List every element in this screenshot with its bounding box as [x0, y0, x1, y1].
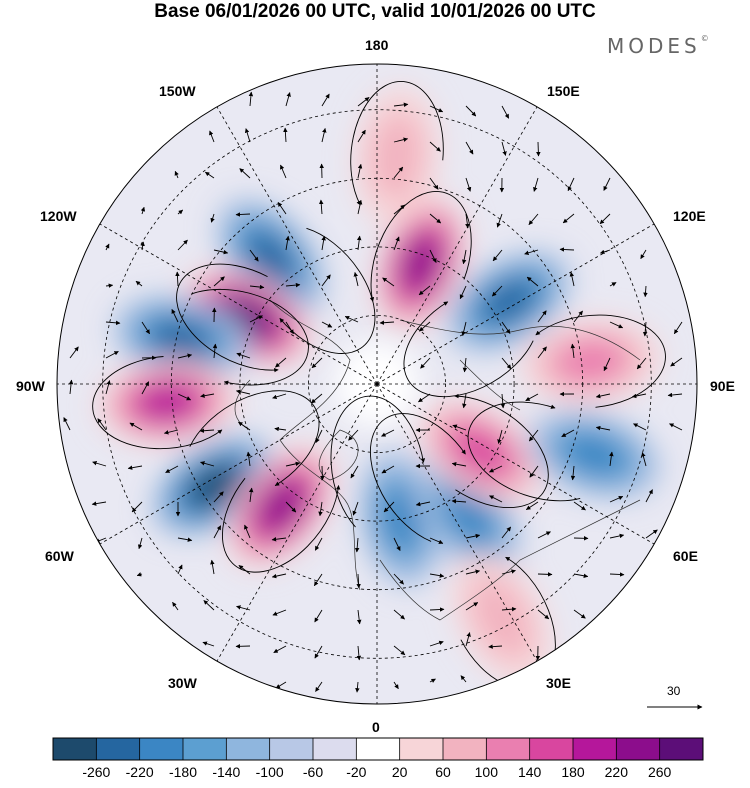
wind-vector	[538, 142, 539, 156]
colorbar-tick-label: -180	[169, 764, 197, 780]
lon-label-60e: 60E	[673, 548, 698, 564]
colorbar-tick-label: -260	[82, 764, 110, 780]
colorbar-tick-label: -20	[346, 764, 366, 780]
lon-label-60w: 60W	[45, 548, 74, 564]
lon-label-90e: 90E	[710, 378, 735, 394]
lon-label-30w: 30W	[168, 675, 197, 691]
colorbar-tick-label: -60	[303, 764, 323, 780]
colorbar-swatch	[400, 738, 444, 760]
colorbar-swatch	[140, 738, 184, 760]
colorbar-swatch	[226, 738, 270, 760]
colorbar-swatch	[313, 738, 357, 760]
colorbar-swatch	[53, 738, 97, 760]
colorbar-swatch	[183, 738, 227, 760]
colorbar-swatch	[443, 738, 487, 760]
wind-vector	[322, 466, 323, 480]
lon-label-150w: 150W	[159, 83, 196, 99]
lon-label-150e: 150E	[547, 83, 580, 99]
colorbar-swatch	[356, 738, 400, 760]
colorbar-tick-label: -140	[212, 764, 240, 780]
colorbar-swatch	[616, 738, 660, 760]
colorbar-tick-label: 140	[518, 764, 541, 780]
colorbar-tick-label: 100	[475, 764, 498, 780]
colorbar-tick-label: 180	[561, 764, 584, 780]
lon-label-180: 180	[365, 37, 388, 53]
colorbar-swatch	[573, 738, 617, 760]
colorbar-tick-label: -220	[126, 764, 154, 780]
colorbar-tick-label: 260	[648, 764, 671, 780]
lon-label-90w: 90W	[16, 378, 45, 394]
colorbar-tick-label: -100	[256, 764, 284, 780]
colorbar-tick-label: 60	[435, 764, 451, 780]
lon-label-0: 0	[372, 719, 380, 735]
wind-vector	[538, 574, 552, 575]
colorbar	[53, 738, 704, 760]
lon-label-120w: 120W	[40, 208, 77, 224]
colorbar-swatch	[486, 738, 530, 760]
colorbar-tick-label: 220	[605, 764, 628, 780]
colorbar-swatch	[660, 738, 704, 760]
lon-label-120e: 120E	[673, 208, 706, 224]
colorbar-swatch	[270, 738, 314, 760]
colorbar-tick-label: 20	[392, 764, 408, 780]
lon-label-30e: 30E	[546, 675, 571, 691]
wind-scale-label: 30	[667, 684, 680, 698]
colorbar-swatch	[96, 738, 140, 760]
colorbar-swatch	[530, 738, 574, 760]
